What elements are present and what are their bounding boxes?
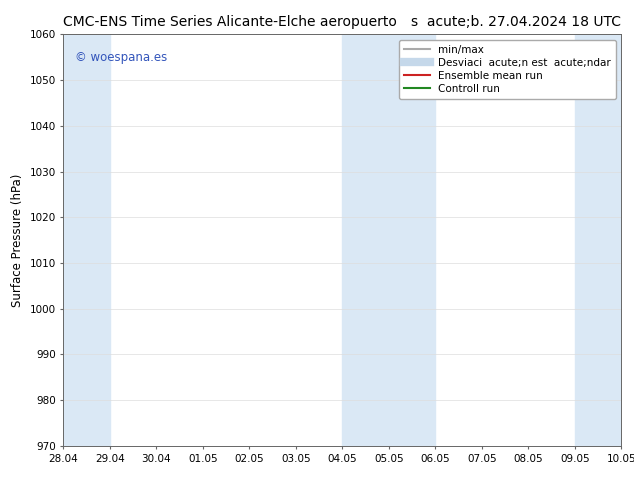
- Text: CMC-ENS Time Series Alicante-Elche aeropuerto: CMC-ENS Time Series Alicante-Elche aerop…: [63, 15, 398, 29]
- Y-axis label: Surface Pressure (hPa): Surface Pressure (hPa): [11, 173, 24, 307]
- Bar: [575, 34, 621, 446]
- Bar: [342, 34, 436, 446]
- Text: © woespana.es: © woespana.es: [75, 51, 167, 64]
- Bar: [63, 34, 110, 446]
- Legend: min/max, Desviaci  acute;n est  acute;ndar, Ensemble mean run, Controll run: min/max, Desviaci acute;n est acute;ndar…: [399, 40, 616, 99]
- Text: s  acute;b. 27.04.2024 18 UTC: s acute;b. 27.04.2024 18 UTC: [411, 15, 621, 29]
